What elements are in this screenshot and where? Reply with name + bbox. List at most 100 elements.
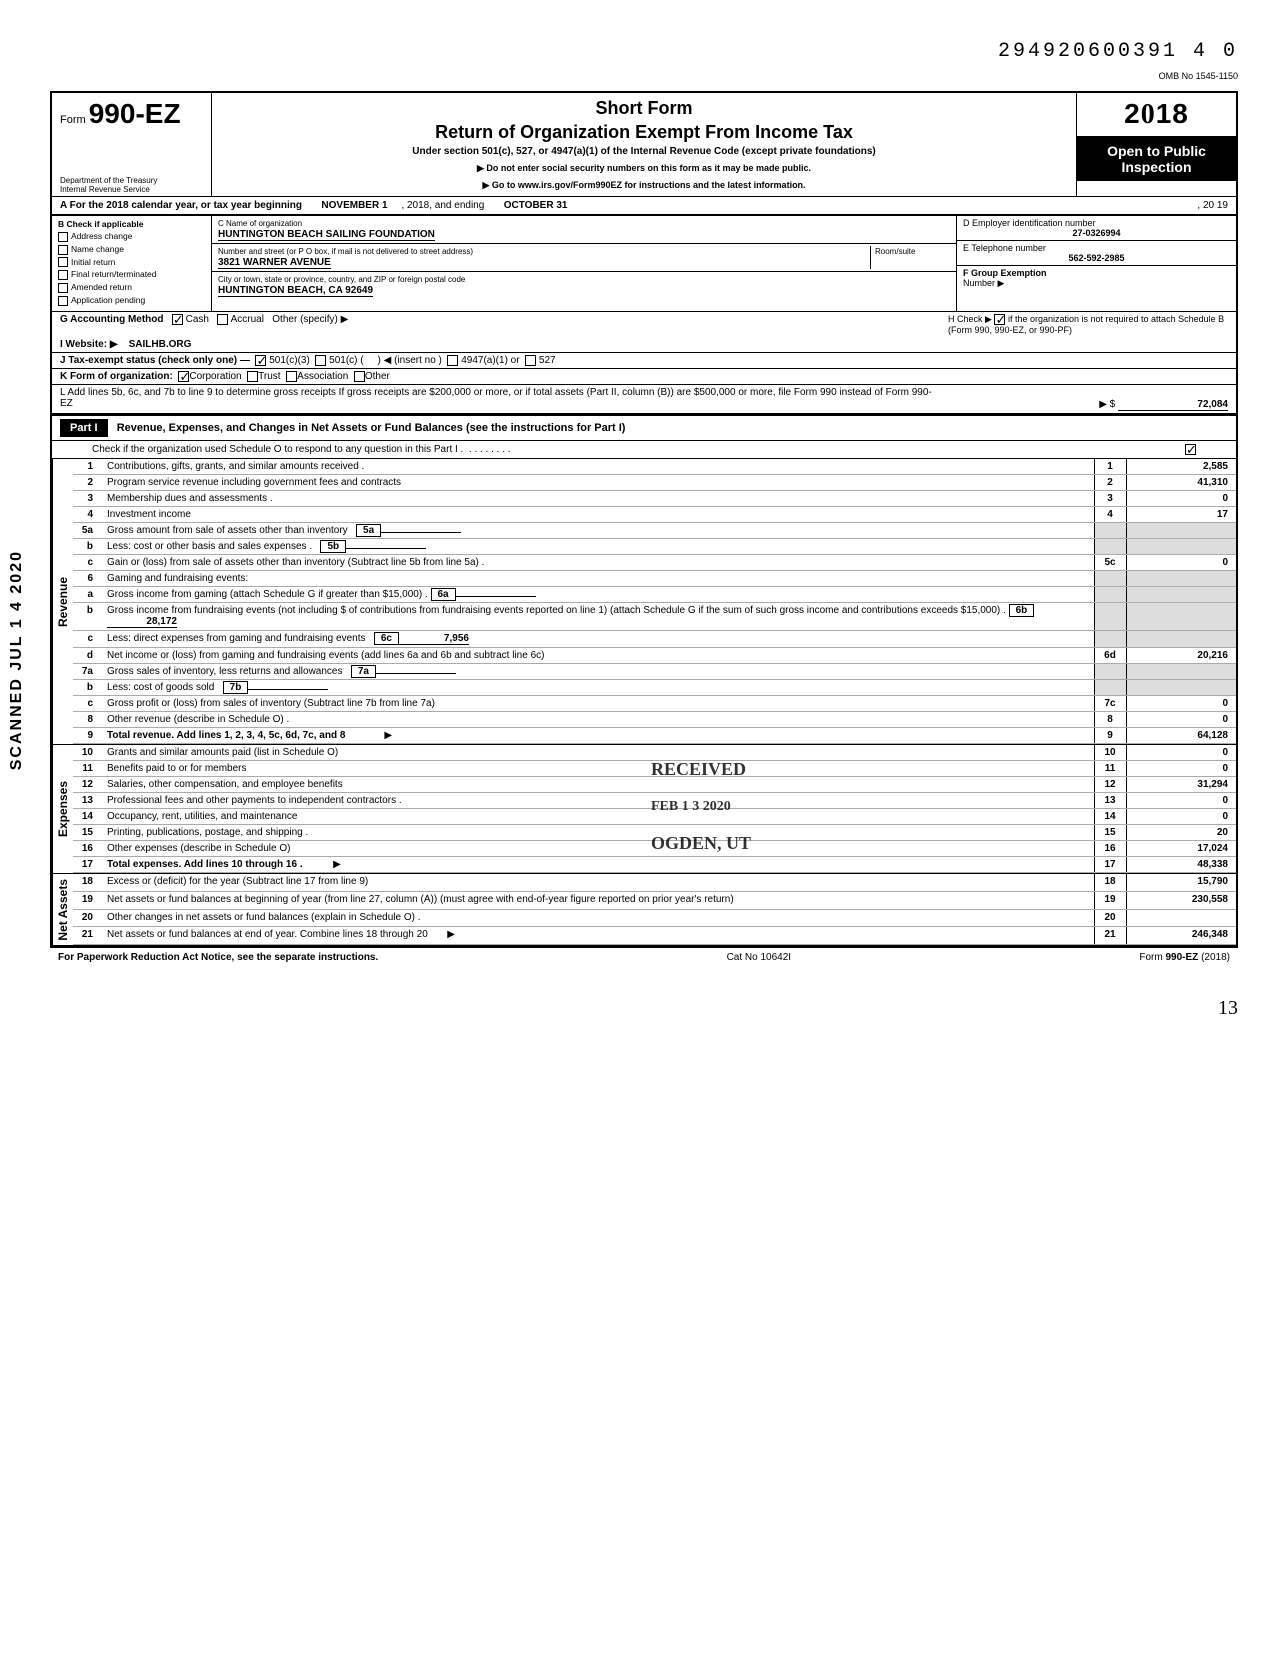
ln2-amt: 41,310 <box>1126 474 1236 490</box>
lbl-501c3: 501(c)(3) <box>269 355 310 366</box>
l-text: L Add lines 5b, 6c, and 7b to line 9 to … <box>60 387 936 409</box>
ln9-c: 9 <box>1094 727 1126 743</box>
and-ending: , 2018, and ending <box>401 200 484 211</box>
chk-pending[interactable] <box>58 296 68 306</box>
form-number: Form 990-EZ <box>60 98 203 130</box>
lbl-pending: Application pending <box>71 295 145 305</box>
ln15-desc: Printing, publications, postage, and shi… <box>101 824 1094 840</box>
ln10: 10 <box>73 745 101 761</box>
open-public: Open to Public <box>1081 143 1232 159</box>
ln6a-desc: Gross income from gaming (attach Schedul… <box>107 589 428 600</box>
omb-number: OMB No 1545-1150 <box>1159 71 1238 81</box>
revenue-table: 1Contributions, gifts, grants, and simil… <box>73 459 1236 744</box>
chk-name[interactable] <box>58 245 68 255</box>
ln9-amt: 64,128 <box>1126 727 1236 743</box>
lbl-amended: Amended return <box>71 282 132 292</box>
ln17: 17 <box>73 856 101 872</box>
netassets-label: Net Assets <box>52 874 73 946</box>
ln5c-desc: Gain or (loss) from sale of assets other… <box>101 554 1094 570</box>
chk-address[interactable] <box>58 232 68 242</box>
ln16: 16 <box>73 840 101 856</box>
chk-final[interactable] <box>58 270 68 280</box>
chk-initial[interactable] <box>58 257 68 267</box>
chk-trust[interactable] <box>247 371 258 382</box>
lbl-name: Name change <box>71 244 124 254</box>
ln14: 14 <box>73 808 101 824</box>
ln6a-ib: 6a <box>431 588 456 601</box>
chk-corp[interactable] <box>178 371 189 382</box>
ln7b-desc: Less: cost of goods sold <box>107 682 214 693</box>
ln4: 4 <box>73 506 101 522</box>
ln19-amt: 230,558 <box>1126 891 1236 909</box>
received-stamp: RECEIVED <box>651 759 746 779</box>
website-line: ▶ Go to www.irs.gov/Form990EZ for instru… <box>222 180 1066 191</box>
lbl-final: Final return/terminated <box>71 269 157 279</box>
chk-accrual[interactable] <box>217 314 228 325</box>
ln10-amt: 0 <box>1126 745 1236 761</box>
l-arrow: ▶ $ <box>1099 399 1115 410</box>
ln21-c: 21 <box>1094 927 1126 945</box>
ln17-amt: 48,338 <box>1126 856 1236 872</box>
ln6c: c <box>73 630 101 647</box>
ln12-amt: 31,294 <box>1126 776 1236 792</box>
j-label: J Tax-exempt status (check only one) — <box>60 355 250 366</box>
ln7c: c <box>73 695 101 711</box>
chk-501c3[interactable] <box>255 355 266 366</box>
form-990ez: 990-EZ <box>89 98 181 129</box>
ln17-c: 17 <box>1094 856 1126 872</box>
website-value: SAILHB.ORG <box>129 339 192 350</box>
dln-area: 294920600391 4 0 OMB No 1545-1150 <box>50 40 1238 86</box>
ln16-desc: Other expenses (describe in Schedule O) <box>107 843 290 854</box>
ln15-c: 15 <box>1094 824 1126 840</box>
ln7c-c: 7c <box>1094 695 1126 711</box>
ln11-c: 11 <box>1094 760 1126 776</box>
chk-kother[interactable] <box>354 371 365 382</box>
chk-schedb[interactable] <box>994 314 1005 325</box>
scan-stamp: SCANNED JUL 1 4 2020 <box>8 550 26 770</box>
ln7c-desc: Gross profit or (loss) from sales of inv… <box>101 695 1094 711</box>
ln6c-desc: Less: direct expenses from gaming and fu… <box>107 633 365 644</box>
lbl-initial: Initial return <box>71 257 115 267</box>
ln1-amt: 2,585 <box>1126 459 1236 475</box>
org-city: HUNTINGTON BEACH, CA 92649 <box>218 285 373 297</box>
ln2-desc: Program service revenue including govern… <box>101 474 1094 490</box>
ln13-desc: Professional fees and other payments to … <box>101 792 1094 808</box>
ln6d-amt: 20,216 <box>1126 647 1236 663</box>
ln7a: 7a <box>73 663 101 679</box>
ln5c-c: 5c <box>1094 554 1126 570</box>
h-check: H Check ▶ <box>948 314 992 324</box>
ln3: 3 <box>73 490 101 506</box>
ln6c-iv: 7,956 <box>399 633 469 645</box>
ln5c-amt: 0 <box>1126 554 1236 570</box>
ln6b-iv: 28,172 <box>107 616 177 628</box>
ln21-amt: 246,348 <box>1126 927 1236 945</box>
ln18-c: 18 <box>1094 874 1126 891</box>
chk-cash[interactable] <box>172 314 183 325</box>
col-b-label: B Check if applicable <box>58 219 144 229</box>
ln5b-desc: Less: cost or other basis and sales expe… <box>107 541 312 552</box>
ln7b-ib: 7b <box>223 681 249 694</box>
phone-label: E Telephone number <box>963 243 1046 253</box>
form-header: Form 990-EZ Department of the Treasury I… <box>50 91 1238 196</box>
chk-501c[interactable] <box>315 355 326 366</box>
ln20: 20 <box>73 909 101 927</box>
ln9-arrow: ▶ <box>384 730 392 741</box>
ln13-amt: 0 <box>1126 792 1236 808</box>
dept-treasury: Department of the Treasury Internal Reve… <box>60 176 157 194</box>
chk-schedo[interactable] <box>1185 444 1196 455</box>
expenses-label: Expenses <box>52 745 73 873</box>
org-street: 3821 WARNER AVENUE <box>218 257 331 269</box>
footer-left: For Paperwork Reduction Act Notice, see … <box>58 952 378 963</box>
ln3-c: 3 <box>1094 490 1126 506</box>
chk-4947[interactable] <box>447 355 458 366</box>
ln16-c: 16 <box>1094 840 1126 856</box>
room-label: Room/suite <box>875 247 915 256</box>
chk-amended[interactable] <box>58 283 68 293</box>
ln3-desc: Membership dues and assessments . <box>101 490 1094 506</box>
chk-assoc[interactable] <box>286 371 297 382</box>
addr-label: Number and street (or P O box, if mail i… <box>218 247 473 256</box>
ln1: 1 <box>73 459 101 475</box>
ln2: 2 <box>73 474 101 490</box>
ln20-c: 20 <box>1094 909 1126 927</box>
chk-527[interactable] <box>525 355 536 366</box>
